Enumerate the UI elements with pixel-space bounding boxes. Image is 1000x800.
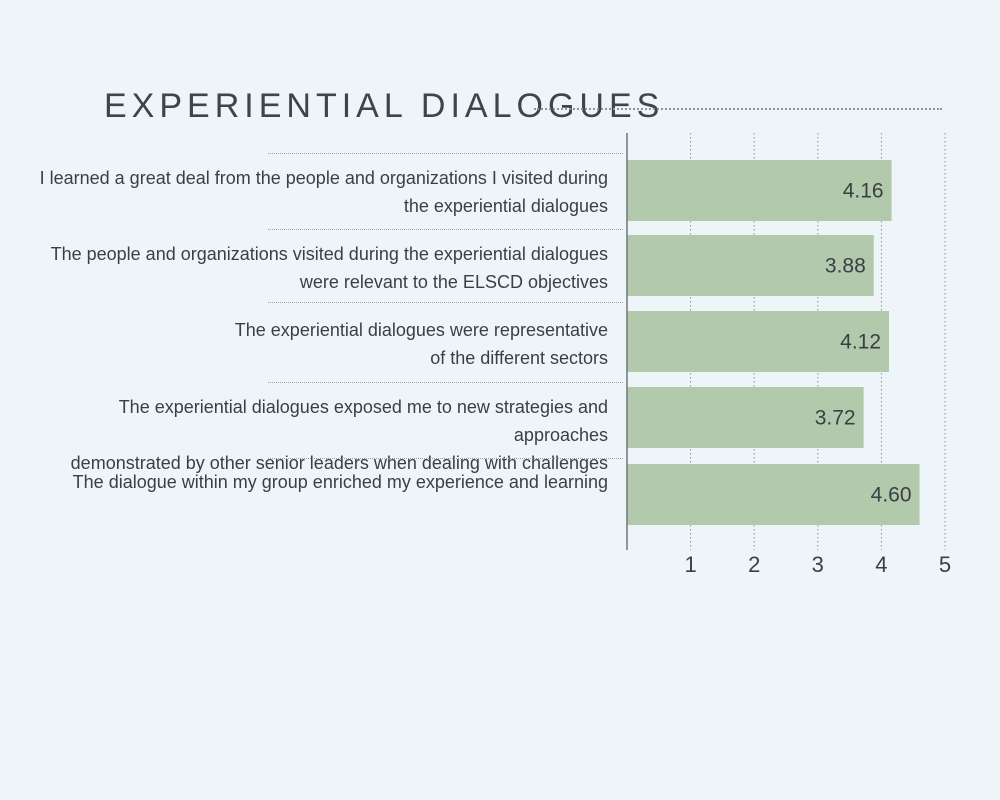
- row-separator-3: [268, 302, 623, 303]
- tick-label-5: 5: [939, 552, 951, 577]
- value-label-1: 4.16: [843, 180, 884, 203]
- value-label-2: 3.88: [825, 255, 866, 278]
- tick-label-4: 4: [875, 552, 887, 577]
- category-label-3: The experiential dialogues were represen…: [234, 320, 608, 368]
- bar-2: [627, 235, 874, 296]
- category-label-5: The dialogue within my group enriched my…: [72, 472, 608, 492]
- category-label-1: I learned a great deal from the people a…: [39, 168, 608, 216]
- value-label-3: 4.12: [840, 331, 881, 354]
- tick-label-1: 1: [684, 552, 696, 577]
- bar-4: [627, 387, 864, 448]
- category-label-2: The people and organizations visited dur…: [50, 244, 608, 292]
- row-separator-4: [268, 382, 623, 383]
- row-separator-5: [268, 458, 623, 459]
- title-rule: [534, 108, 942, 110]
- bar-5: [627, 464, 920, 525]
- value-label-5: 4.60: [871, 484, 912, 507]
- value-label-4: 3.72: [815, 407, 856, 430]
- tick-label-3: 3: [812, 552, 824, 577]
- row-separator-1: [268, 153, 623, 154]
- bar-3: [627, 311, 890, 372]
- row-separator-2: [268, 229, 623, 230]
- chart-title: EXPERIENTIAL DIALOGUES: [104, 87, 665, 125]
- bar-1: [627, 160, 892, 221]
- tick-label-2: 2: [748, 552, 760, 577]
